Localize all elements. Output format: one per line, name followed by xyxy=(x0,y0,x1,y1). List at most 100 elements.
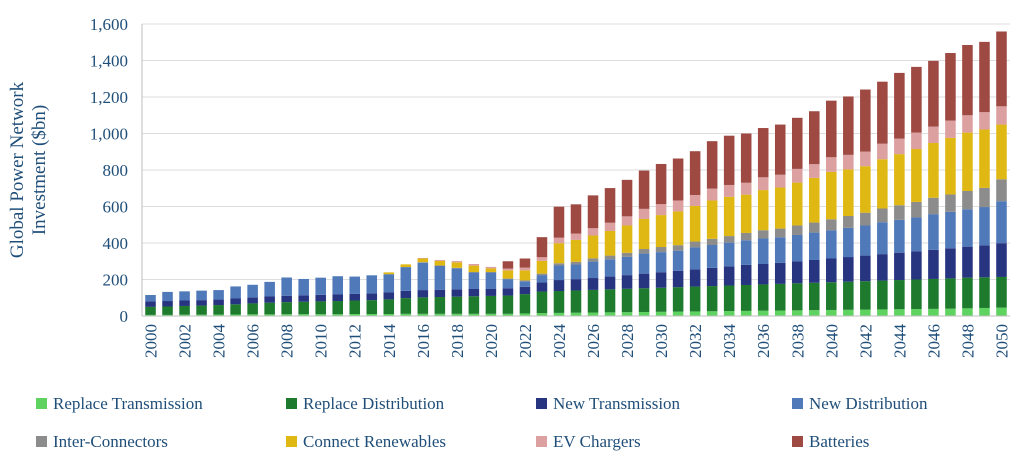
bar-segment xyxy=(621,252,633,257)
bar-segment xyxy=(230,314,241,316)
legend: Replace Transmission Replace Distribution… xyxy=(36,394,928,451)
bar-segment xyxy=(383,313,395,316)
bar-segment xyxy=(230,298,241,305)
bar-segment xyxy=(860,166,871,213)
bar-segment xyxy=(417,313,429,316)
bar-segment xyxy=(196,314,207,316)
legend-label: New Transmission xyxy=(553,394,681,413)
bar-segment xyxy=(519,313,531,316)
bar-segment xyxy=(945,53,956,121)
bar-segment xyxy=(655,163,667,205)
bar-segment xyxy=(791,225,803,235)
bar-segment xyxy=(179,300,190,306)
bar-segment xyxy=(979,41,990,113)
legend-swatch xyxy=(792,436,803,447)
x-tick-label: 2012 xyxy=(346,324,365,358)
bar-segment xyxy=(536,291,548,314)
bar-segment xyxy=(332,276,344,295)
x-tick-label: 2046 xyxy=(924,324,943,358)
y-axis: 0 200 400 600 800 1,000 1,200 1,400 1,600 xyxy=(90,15,143,326)
legend-label: Connect Renewables xyxy=(303,432,446,451)
bar-segment xyxy=(332,294,344,302)
bar-segment xyxy=(621,288,633,313)
bar-segment xyxy=(485,272,497,273)
bar-segment xyxy=(247,303,258,315)
bar-segment xyxy=(979,207,990,246)
bar-segment xyxy=(485,313,497,316)
bar-segment xyxy=(706,245,718,268)
bar-segment xyxy=(400,267,412,291)
bar-segment xyxy=(945,278,956,309)
bar-segment xyxy=(655,272,667,288)
y-tick-label: 200 xyxy=(103,271,129,290)
x-tick-label: 2028 xyxy=(618,324,637,358)
bar-segment xyxy=(757,190,769,231)
bar-segment xyxy=(706,286,718,312)
bar-segment xyxy=(604,259,616,277)
bar-segment xyxy=(843,215,854,228)
bar-segment xyxy=(145,301,156,307)
bar-segment xyxy=(638,311,650,316)
bar-segment xyxy=(332,314,344,316)
bar-segment xyxy=(281,295,292,303)
y-tick-label: 1,000 xyxy=(90,125,128,144)
bar-segment xyxy=(315,314,326,316)
bar-segment xyxy=(808,222,820,233)
bar-segment xyxy=(791,261,803,284)
bar-segment xyxy=(519,258,531,268)
bar-segment xyxy=(655,247,667,253)
bar-segment xyxy=(791,168,803,183)
legend-label: Batteries xyxy=(809,432,869,451)
bar-segment xyxy=(723,242,735,267)
bar-segment xyxy=(826,309,837,316)
bar-segment xyxy=(145,314,156,316)
bar-segment xyxy=(638,288,650,312)
bar-segment xyxy=(877,280,888,310)
bar-segment xyxy=(723,196,735,237)
bar-segment xyxy=(587,312,599,316)
bar-segment xyxy=(502,261,514,269)
bar-segment xyxy=(519,280,531,282)
bar-segment xyxy=(706,200,718,239)
legend-swatch xyxy=(792,398,803,409)
bar-segment xyxy=(723,184,735,197)
bar-segment xyxy=(740,264,752,285)
bar-segment xyxy=(366,293,378,301)
x-tick-label: 2010 xyxy=(312,324,331,358)
bar-segment xyxy=(281,314,292,316)
bar-segment xyxy=(689,195,701,206)
bar-segment xyxy=(570,312,582,316)
bar-segment xyxy=(723,266,735,286)
bar-segment xyxy=(349,293,361,301)
bar-segment xyxy=(434,297,446,314)
bar-segment xyxy=(485,295,497,314)
x-tick-label: 2014 xyxy=(380,324,399,359)
y-tick-label: 1,600 xyxy=(90,15,128,34)
bar-segment xyxy=(706,267,718,287)
bar-segment xyxy=(894,72,905,139)
bar-segment xyxy=(264,302,275,315)
x-tick-label: 2030 xyxy=(652,324,671,358)
bar-segment xyxy=(298,301,309,315)
bar-segment xyxy=(366,275,378,294)
bar-segment xyxy=(587,261,599,279)
bar-segment xyxy=(808,282,820,311)
bar-segment xyxy=(774,174,786,188)
bar-segment xyxy=(621,216,633,226)
bar-segment xyxy=(962,209,973,247)
bar-segment xyxy=(281,277,292,296)
bar-segment xyxy=(485,266,497,269)
bars xyxy=(145,31,1007,316)
bar-segment xyxy=(860,281,871,310)
x-tick-label: 2002 xyxy=(176,324,195,358)
bar-segment xyxy=(757,128,769,178)
bar-segment xyxy=(570,239,582,262)
bar-segment xyxy=(740,182,752,195)
bar-segment xyxy=(383,272,395,275)
bar-segment xyxy=(740,232,752,241)
bar-segment xyxy=(979,112,990,130)
bar-segment xyxy=(655,204,667,216)
bar-segment xyxy=(826,100,837,158)
bar-segment xyxy=(774,310,786,316)
bar-segment xyxy=(604,276,616,290)
